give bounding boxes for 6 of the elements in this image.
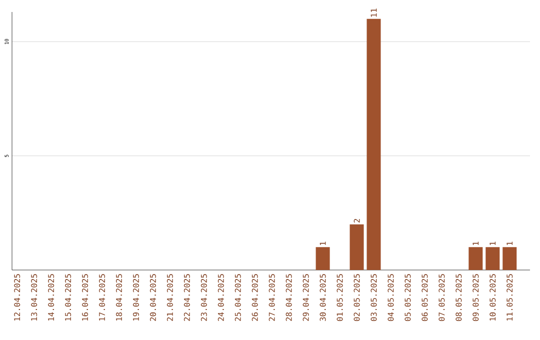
bar (316, 247, 330, 270)
bar (350, 224, 364, 270)
bar (468, 247, 483, 270)
bar (366, 18, 381, 270)
bar (502, 247, 517, 270)
bar (486, 247, 500, 270)
